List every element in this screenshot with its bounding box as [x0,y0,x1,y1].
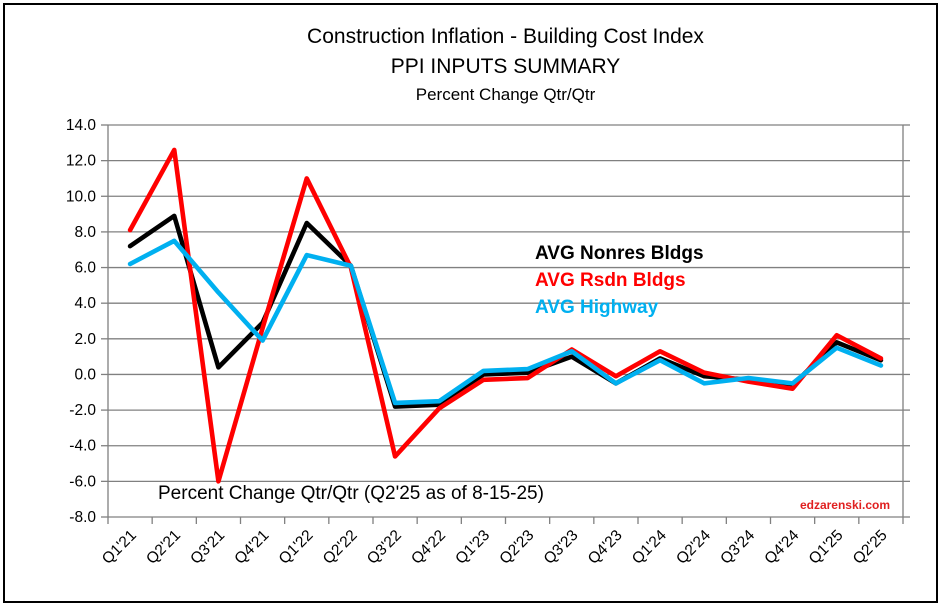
chart-title: Construction Inflation - Building Cost I… [307,25,704,48]
x-axis-label: Q4'22 [408,527,449,568]
y-axis-label: 12.0 [66,153,97,170]
chart-subtitle: PPI INPUTS SUMMARY [390,55,621,79]
outer-border [3,3,938,603]
x-axis-label: Q2'24 [673,527,714,568]
x-axis-label: Q2'25 [850,527,891,568]
chart-legend: AVG Nonres Bldgs AVG Rsdn Bldgs AVG High… [535,240,704,321]
y-axis-label: -8.0 [69,509,96,526]
x-axis-label: Q4'23 [585,527,626,568]
y-axis-label: 8.0 [74,224,96,241]
x-axis-label: Q1'25 [806,527,847,568]
legend-entry-rsdn-bldgs: AVG Rsdn Bldgs [535,270,686,291]
y-axis-label: -2.0 [69,402,96,419]
y-axis-label: 0.0 [74,366,96,383]
x-axis-label: Q2'23 [496,527,537,568]
x-axis-label: Q4'21 [231,527,272,568]
x-axis-label: Q3'21 [187,527,228,568]
y-axis-label: 2.0 [74,331,96,348]
x-axis-label: Q3'22 [364,527,405,568]
legend-entry-highway: AVG Highway [535,297,659,318]
x-axis-label: Q3'23 [541,527,582,568]
title-block: Construction Inflation - Building Cost I… [108,22,903,108]
y-axis-label: 4.0 [74,295,96,312]
x-axis-label: Q2'22 [320,527,361,568]
y-axis-label: -4.0 [69,438,96,455]
x-axis-label: Q2'21 [143,527,184,568]
x-axis-label: Q1'21 [99,527,140,568]
y-axis-label: 14.0 [66,117,97,134]
series-line-avg-rsdn-bldgs [127,147,884,484]
legend-entry-nonres-bldgs: AVG Nonres Bldgs [535,243,704,264]
x-axis-label: Q1'23 [452,527,493,568]
y-axis-label: 10.0 [66,188,97,205]
y-axis-label: -6.0 [69,473,96,490]
x-axis-label: Q3'24 [717,527,758,568]
x-axis-label: Q1'24 [629,527,670,568]
annotation-text: Percent Change Qtr/Qtr (Q2'25 as of 8-15… [158,483,544,504]
x-axis-label: Q1'22 [276,527,317,568]
y-axis-label: 6.0 [74,260,96,277]
chart-caption: Percent Change Qtr/Qtr [415,84,596,104]
watermark-link[interactable]: edzarenski.com [799,498,890,512]
x-axis-label: Q4'24 [761,527,802,568]
series-line-avg-highway [127,238,884,406]
